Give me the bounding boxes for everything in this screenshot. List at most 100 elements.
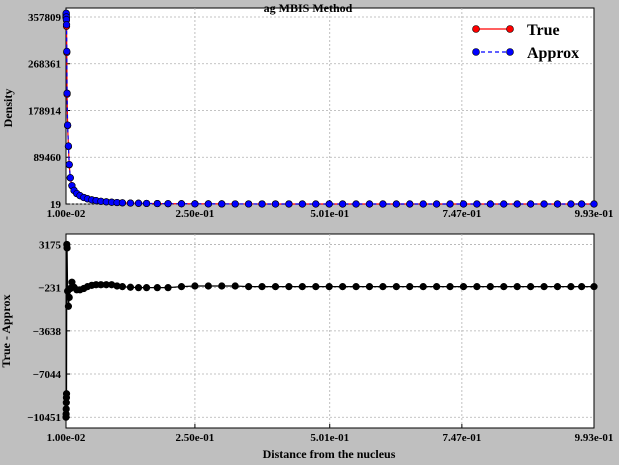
density-ytick-label-0: 19 — [50, 199, 62, 211]
difference-series-0-point-2 — [62, 405, 70, 413]
difference-series-0-point-48 — [419, 283, 427, 291]
difference-ytick-label-0: −10451 — [27, 412, 61, 424]
density-series-1-point-60 — [578, 200, 586, 208]
density-series-1-point-51 — [459, 200, 468, 208]
difference-panel: 1.00e-02 2.50e-01 5.01e-01 7.47e-01 9.93e-01… — [0, 233, 613, 461]
density-series-1-point-6 — [63, 47, 71, 55]
difference-series-0-point-31 — [191, 282, 199, 290]
difference-series-0-point-34 — [231, 282, 239, 290]
legend-true-label: True — [527, 22, 560, 39]
density-xtick-label-3: 7.47e-01 — [442, 208, 481, 220]
density-series-1-point-58 — [553, 200, 562, 208]
difference-ytick-label-4: 3175 — [39, 239, 62, 251]
density-tick-labels: 1.00e-02 2.50e-01 5.01e-01 7.47e-01 9.93e-01… — [28, 12, 613, 220]
density-series-1-point-61 — [590, 200, 598, 208]
difference-series-0-point-57 — [540, 283, 548, 291]
density-series — [62, 9, 598, 208]
difference-series-0-point-25 — [126, 283, 135, 291]
density-series-1-point-26 — [134, 199, 143, 207]
density-ytick-label-1: 89460 — [34, 152, 62, 164]
density-series-1-point-53 — [486, 200, 494, 208]
difference-series-0-point-10 — [65, 293, 73, 301]
density-series-1-point-50 — [446, 200, 454, 208]
difference-series-0-point-59 — [567, 283, 575, 291]
density-series-1-point-24 — [118, 199, 126, 207]
difference-series-0-point-29 — [164, 284, 172, 292]
difference-series-0-point-49 — [433, 283, 441, 291]
difference-series-0-point-41 — [325, 283, 333, 291]
difference-series-0-point-46 — [392, 283, 400, 291]
difference-series-0-point-60 — [578, 283, 586, 291]
difference-series-0-point-38 — [285, 283, 293, 291]
density-series-1-point-32 — [204, 200, 212, 208]
density-series-1-point-56 — [527, 200, 535, 208]
density-series-1-point-31 — [191, 200, 199, 208]
legend-approx-marker-left — [472, 48, 480, 56]
difference-series-0-point-35 — [245, 283, 253, 291]
difference-series-0-point-53 — [486, 283, 494, 291]
difference-series-0-point-32 — [204, 282, 212, 290]
difference-series-0-point-54 — [500, 283, 508, 291]
difference-grid — [65, 234, 595, 428]
density-series-1-point-8 — [64, 121, 72, 129]
difference-series-0-point-40 — [312, 283, 320, 291]
density-series-1-point-57 — [540, 200, 548, 208]
density-series-1-point-37 — [271, 200, 280, 208]
difference-series-0-point-55 — [513, 283, 521, 291]
difference-series-0-point-5 — [62, 390, 71, 398]
difference-series-0-point-30 — [177, 283, 186, 291]
difference-series-0-point-45 — [379, 283, 387, 291]
density-xtick-label-0: 1.00e-02 — [47, 208, 86, 220]
density-series-1-point-33 — [218, 200, 226, 208]
density-series-1-point-44 — [365, 200, 374, 208]
density-series-1-point-49 — [433, 200, 441, 208]
difference-series — [62, 240, 598, 421]
density-series-1-point-35 — [245, 200, 253, 208]
legend: True Approx — [472, 22, 579, 62]
difference-ytick-label-1: −7044 — [33, 369, 62, 381]
difference-series-0-point-28 — [153, 284, 161, 292]
density-series-1-point-7 — [63, 89, 71, 97]
density-series-1-point-36 — [258, 200, 266, 208]
density-series-1-point-39 — [298, 200, 306, 208]
difference-series-0-point-24 — [118, 283, 126, 291]
difference-series-0-point-27 — [142, 284, 151, 292]
difference-xtick-label-3: 7.47e-01 — [442, 432, 481, 444]
density-series-1-point-59 — [567, 200, 575, 208]
density-xtick-label-4: 9.93e-01 — [575, 208, 614, 220]
density-series-1-point-25 — [126, 199, 135, 207]
difference-series-0-point-9 — [64, 302, 73, 310]
difference-xtick-label-0: 1.00e-02 — [47, 432, 86, 444]
density-series-1-point-10 — [65, 160, 73, 169]
difference-tick-labels: 1.00e-02 2.50e-01 5.01e-01 7.47e-01 9.93e-01… — [27, 239, 613, 444]
difference-series-0-point-37 — [271, 283, 280, 291]
difference-series-0-point-51 — [459, 283, 468, 291]
density-xtick-label-1: 2.50e-01 — [176, 208, 215, 220]
legend-true-marker-left — [472, 25, 480, 33]
density-series-1-point-41 — [325, 200, 333, 208]
density-series-1-point-11 — [66, 174, 74, 182]
density-series-1-point-48 — [419, 200, 427, 208]
density-series-1-point-46 — [392, 200, 400, 208]
density-ytick-label-4: 357809 — [28, 12, 62, 24]
density-ylabel: Density — [1, 89, 15, 128]
density-series-1-point-55 — [513, 200, 521, 208]
density-series-1-point-29 — [164, 200, 172, 208]
density-series-1-point-54 — [500, 200, 508, 208]
density-series-1-point-40 — [312, 200, 320, 208]
difference-series-0-point-7 — [63, 244, 71, 252]
density-series-1-point-52 — [473, 200, 481, 208]
difference-series-0-point-50 — [446, 283, 454, 291]
density-series-1-point-9 — [64, 142, 73, 150]
difference-ytick-label-3: −231 — [38, 283, 61, 295]
difference-series-0-point-61 — [590, 283, 598, 291]
difference-xtick-label-2: 5.01e-01 — [310, 432, 349, 444]
difference-series-0-point-36 — [258, 283, 266, 291]
difference-xlabel: Distance from the nucleus — [263, 447, 396, 461]
difference-series-0-point-39 — [298, 283, 306, 291]
legend-approx-marker-right — [506, 48, 514, 56]
difference-series-0-point-52 — [473, 283, 481, 291]
density-series-1-point-45 — [379, 200, 387, 208]
density-series-1-point-34 — [231, 200, 239, 208]
difference-series-0-point-56 — [527, 283, 535, 291]
